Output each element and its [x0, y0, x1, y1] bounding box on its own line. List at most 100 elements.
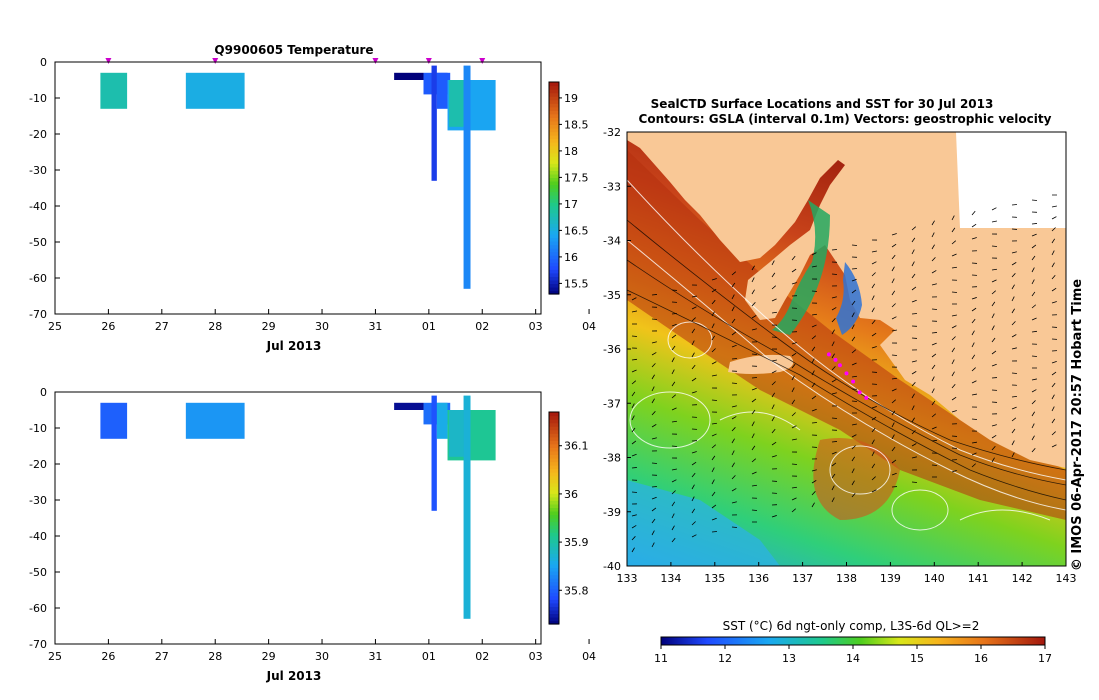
velocity-vector	[891, 243, 897, 248]
velocity-vector	[771, 515, 777, 518]
velocity-vector	[791, 282, 797, 285]
velocity-vector	[671, 525, 675, 531]
velocity-vector	[751, 302, 756, 307]
velocity-vector	[911, 430, 916, 435]
colorbar-cell	[549, 581, 559, 586]
x-tick-label: 01	[422, 320, 436, 333]
velocity-vector	[851, 289, 857, 294]
velocity-vector	[1031, 233, 1037, 237]
colorbar-cell	[549, 532, 559, 537]
x-tick-label: 02	[475, 650, 489, 663]
colorbar-cell	[549, 248, 559, 253]
colorbar-cell	[549, 149, 559, 154]
x-tick-label: 03	[529, 650, 543, 663]
velocity-vector	[971, 393, 977, 396]
colorbar-cell	[549, 173, 559, 178]
colorbar-cell	[549, 507, 559, 512]
colorbar-cell	[549, 514, 559, 519]
colorbar-cell	[549, 440, 559, 445]
velocity-vector	[691, 352, 695, 358]
colorbar-cell	[549, 486, 559, 491]
velocity-vector	[871, 439, 875, 445]
colorbar-cell	[549, 233, 559, 239]
velocity-vector	[891, 233, 897, 236]
x-tick-label: 25	[48, 650, 62, 663]
velocity-vector	[671, 479, 677, 483]
y-tick-label: -20	[29, 458, 47, 471]
colorbar-cell	[549, 237, 559, 242]
sst-colorbar-tick-label: 16	[974, 652, 988, 665]
velocity-vector	[631, 403, 635, 409]
colorbar-cell	[549, 472, 559, 477]
salinity-y-ticks: 0 -10 -20 -30 -40 -50 -60 -70	[29, 386, 60, 651]
colorbar-cell	[549, 592, 559, 597]
profile-bar-7	[449, 410, 464, 457]
velocity-vector	[971, 210, 976, 216]
colorbar-cell	[549, 542, 559, 547]
profile-markers	[105, 58, 486, 64]
velocity-vector	[951, 383, 956, 389]
velocity-vector	[991, 313, 995, 319]
colorbar-cell	[549, 616, 559, 622]
colorbar-cell	[549, 124, 559, 129]
colorbar-tick-label: 19	[564, 92, 578, 105]
colorbar-cell	[549, 216, 559, 221]
velocity-vector	[851, 456, 856, 462]
map-x-ticks: 133 134 135 136 137 138 139 140 141 142 143	[617, 562, 1077, 585]
velocity-vector	[691, 377, 697, 382]
velocity-vector	[871, 250, 877, 253]
colorbar-cell	[549, 549, 559, 554]
velocity-vector	[811, 491, 816, 496]
velocity-vector	[791, 363, 796, 369]
velocity-vector	[931, 244, 935, 250]
x-tick-label: 03	[529, 320, 543, 333]
velocity-vector	[1031, 435, 1035, 441]
velocity-vector	[831, 249, 838, 251]
velocity-vector	[1031, 411, 1036, 417]
temperature-colorbar: 15.5 16 16.5 17 17.5 18 18.5 19	[548, 81, 589, 295]
map-y-tick-label: -39	[603, 506, 621, 519]
velocity-vector	[751, 387, 757, 391]
velocity-vector	[911, 299, 917, 303]
colorbar-cell	[549, 567, 559, 572]
velocity-vector	[831, 451, 837, 455]
colorbar-cell	[549, 258, 559, 263]
velocity-vector	[731, 344, 737, 348]
x-tick-label: 26	[101, 650, 115, 663]
colorbar-cell	[549, 127, 559, 133]
velocity-vector	[871, 346, 877, 349]
velocity-vector	[931, 342, 937, 346]
velocity-vector	[851, 362, 857, 366]
velocity-vector	[851, 312, 855, 318]
colorbar-cell	[549, 560, 559, 565]
colorbar-cell	[549, 177, 559, 182]
velocity-vector	[951, 215, 955, 221]
velocity-vector	[711, 299, 716, 305]
velocity-vector	[991, 220, 997, 223]
velocity-vector	[911, 286, 917, 291]
velocity-vector	[931, 257, 936, 262]
velocity-vector	[871, 416, 877, 421]
colorbar-cell	[549, 290, 559, 295]
velocity-vector	[671, 369, 675, 375]
velocity-vector	[831, 366, 836, 371]
velocity-vector	[751, 315, 757, 319]
velocity-vector	[751, 433, 755, 439]
velocity-vector	[951, 314, 957, 317]
sst-colorbar-tick-label: 17	[1038, 652, 1052, 665]
velocity-vector	[911, 273, 916, 279]
x-tick-label: 02	[475, 320, 489, 333]
velocity-vector	[691, 461, 697, 466]
sst-colorbar-ticks: 11 12 13 14 15 16 17	[654, 645, 1052, 665]
colorbar-tick-label: 17	[564, 198, 578, 211]
colorbar-cell	[549, 276, 559, 281]
velocity-vector	[1031, 223, 1038, 225]
velocity-vector	[651, 341, 657, 344]
velocity-vector	[871, 283, 876, 289]
velocity-vectors	[631, 194, 1058, 553]
profile-bar-5	[436, 72, 448, 109]
profile-marker-2	[372, 58, 379, 64]
temperature-title: Q9900605 Temperature	[214, 43, 373, 57]
velocity-vector	[891, 329, 897, 332]
velocity-vector	[651, 294, 658, 296]
